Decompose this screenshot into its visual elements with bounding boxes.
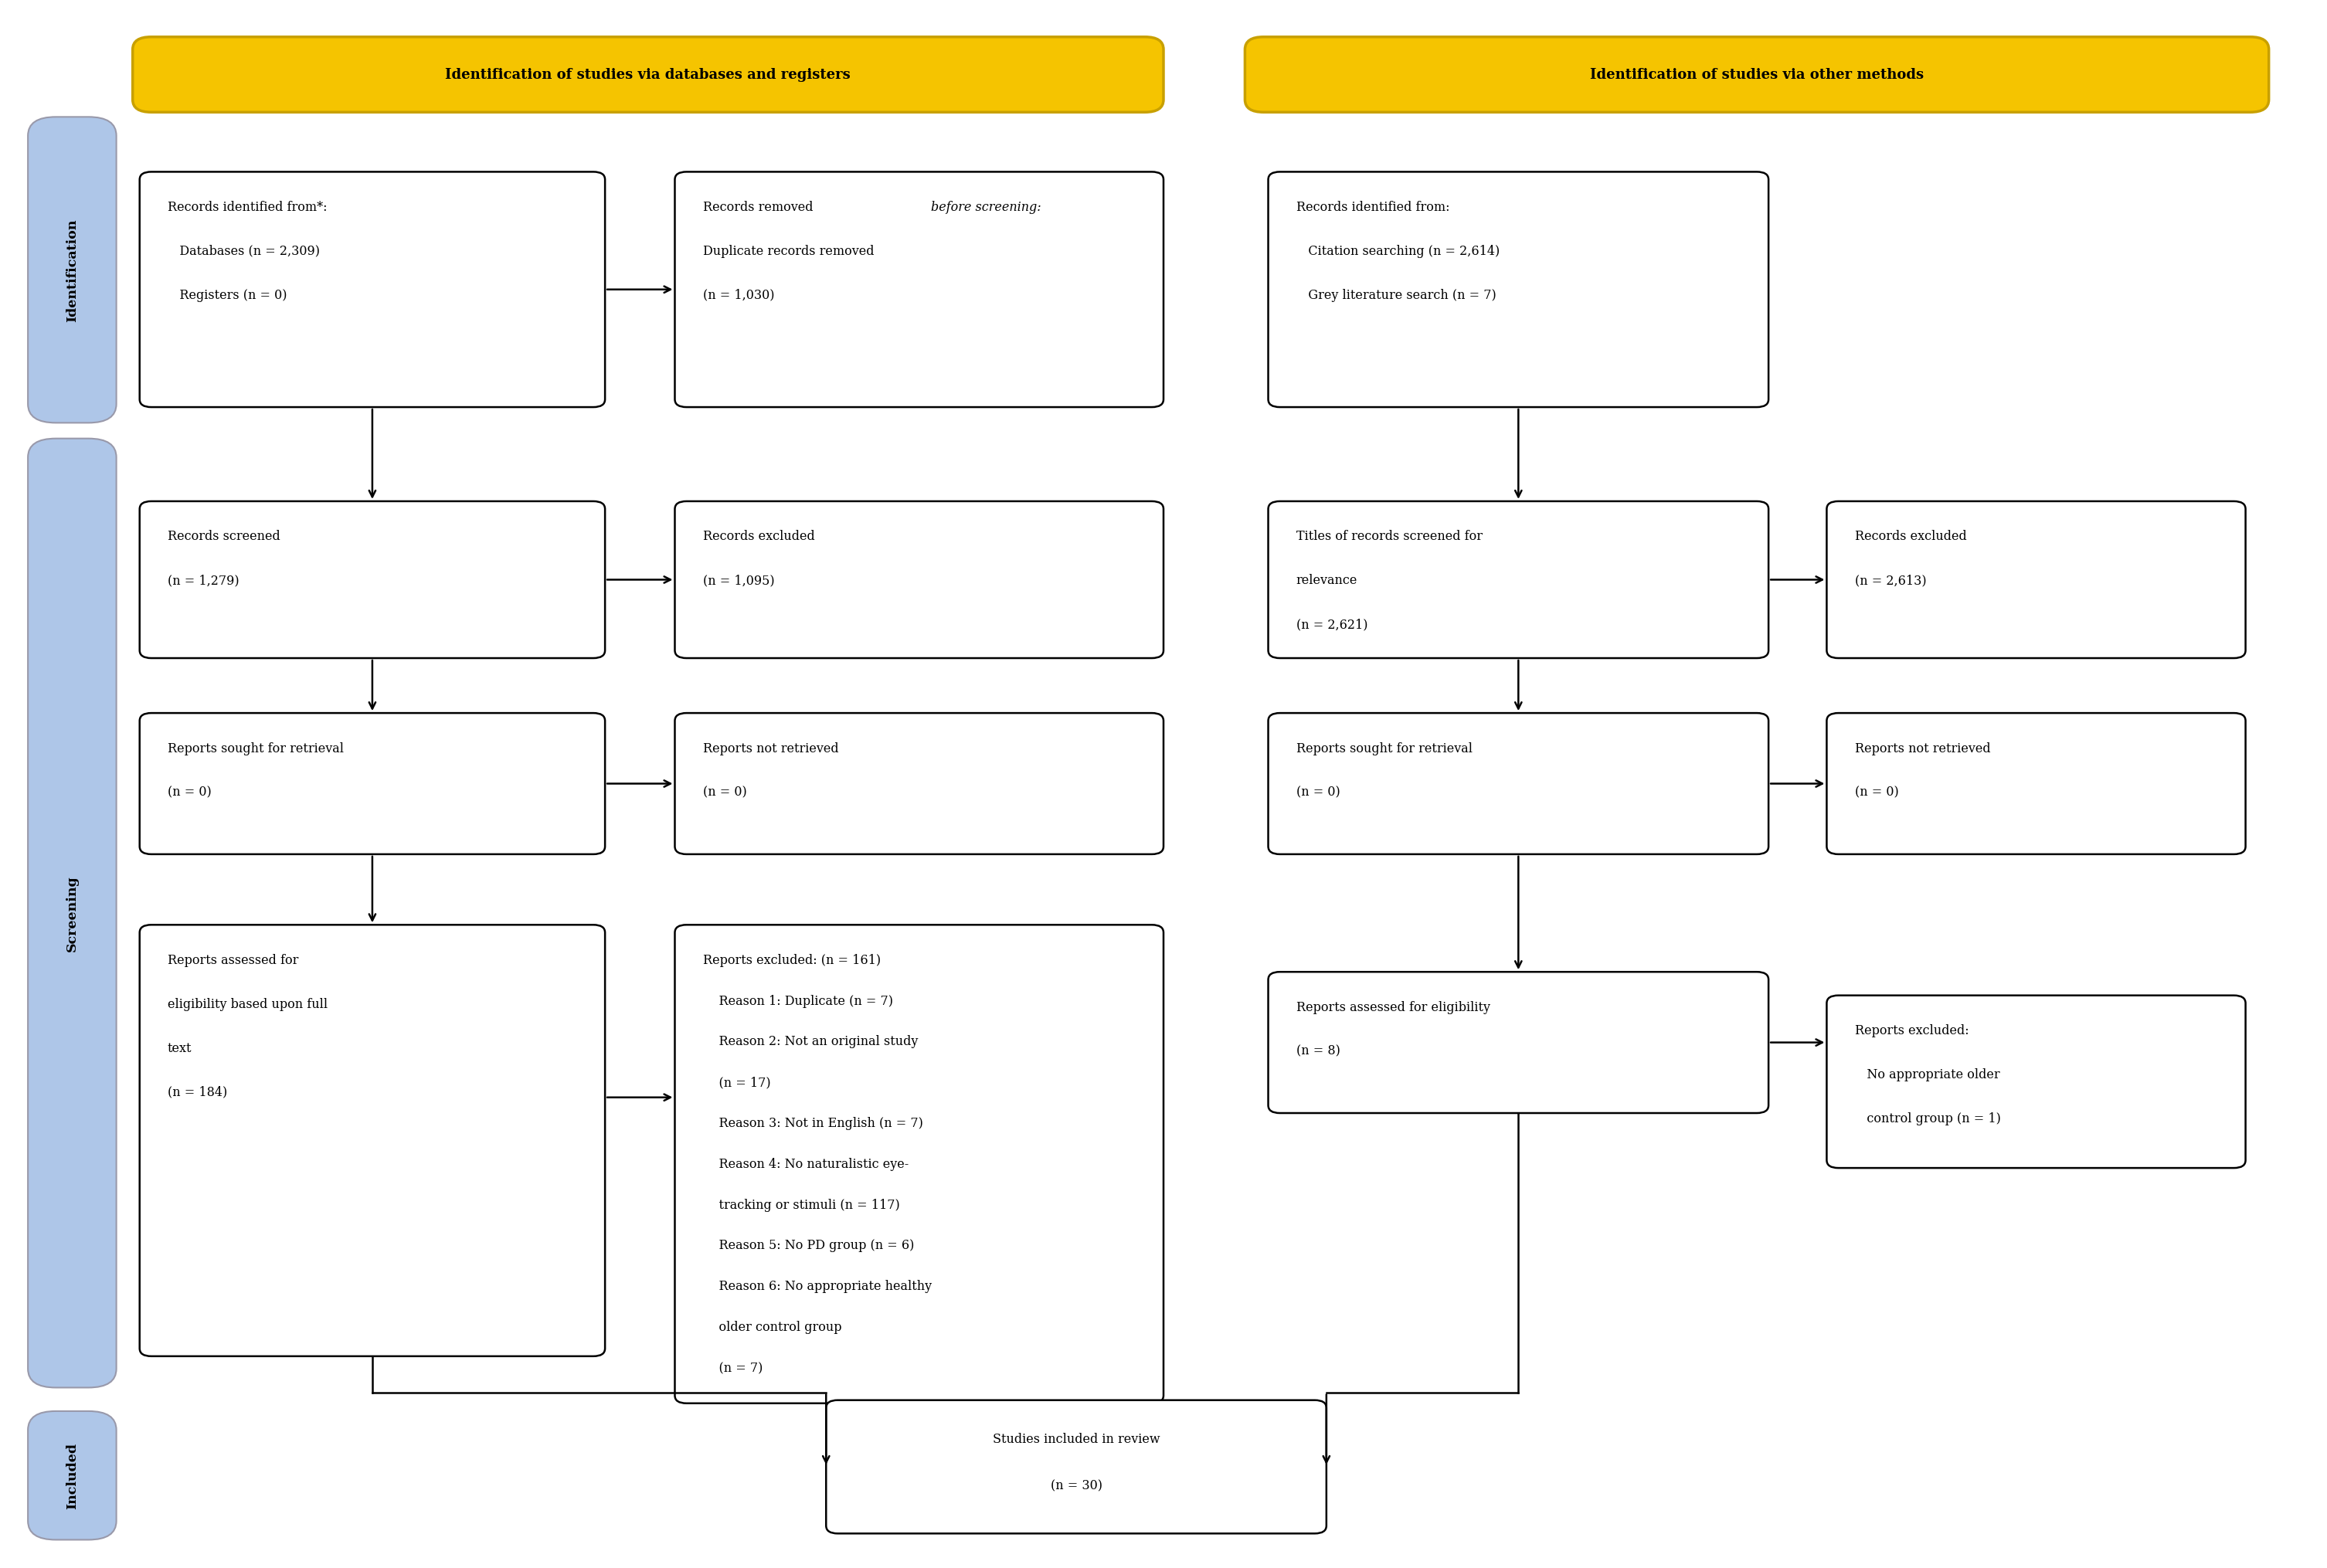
Text: Identification of studies via other methods: Identification of studies via other meth… [1589, 69, 1924, 82]
FancyBboxPatch shape [140, 502, 605, 659]
FancyBboxPatch shape [140, 925, 605, 1356]
Text: Registers (n = 0): Registers (n = 0) [168, 289, 286, 301]
Text: before screening:: before screening: [931, 201, 1040, 213]
Text: text: text [168, 1041, 191, 1054]
Text: Reports excluded: (n = 161): Reports excluded: (n = 161) [703, 953, 880, 966]
Text: Reports sought for retrieval: Reports sought for retrieval [168, 742, 344, 754]
Text: (n = 30): (n = 30) [1049, 1479, 1103, 1493]
FancyBboxPatch shape [28, 118, 116, 423]
FancyBboxPatch shape [1268, 502, 1769, 659]
FancyBboxPatch shape [675, 713, 1164, 855]
Text: Included: Included [65, 1443, 79, 1508]
FancyBboxPatch shape [675, 172, 1164, 408]
Text: (n = 184): (n = 184) [168, 1085, 228, 1098]
FancyBboxPatch shape [675, 502, 1164, 659]
FancyBboxPatch shape [675, 925, 1164, 1403]
Text: Reports assessed for eligibility: Reports assessed for eligibility [1296, 1000, 1489, 1013]
FancyBboxPatch shape [1268, 972, 1769, 1113]
Text: Databases (n = 2,309): Databases (n = 2,309) [168, 245, 319, 257]
Text: (n = 0): (n = 0) [1296, 786, 1340, 798]
Text: Reason 5: No PD group (n = 6): Reason 5: No PD group (n = 6) [703, 1239, 915, 1251]
Text: eligibility based upon full: eligibility based upon full [168, 997, 328, 1010]
Text: Reports assessed for: Reports assessed for [168, 953, 298, 966]
Text: (n = 0): (n = 0) [1855, 786, 1899, 798]
Text: Records removed: Records removed [703, 201, 817, 213]
FancyBboxPatch shape [133, 38, 1164, 113]
FancyBboxPatch shape [1827, 502, 2246, 659]
Text: (n = 2,621): (n = 2,621) [1296, 618, 1368, 630]
FancyBboxPatch shape [826, 1400, 1326, 1534]
Text: (n = 8): (n = 8) [1296, 1044, 1340, 1057]
Text: (n = 2,613): (n = 2,613) [1855, 574, 1927, 586]
Text: Reason 2: Not an original study: Reason 2: Not an original study [703, 1035, 917, 1047]
Text: (n = 0): (n = 0) [703, 786, 747, 798]
Text: Reports excluded:: Reports excluded: [1855, 1024, 1969, 1036]
FancyBboxPatch shape [28, 439, 116, 1388]
Text: (n = 17): (n = 17) [703, 1076, 770, 1088]
Text: Records identified from:: Records identified from: [1296, 201, 1450, 213]
Text: Screening: Screening [65, 875, 79, 952]
Text: relevance: relevance [1296, 574, 1357, 586]
Text: Reports not retrieved: Reports not retrieved [1855, 742, 1990, 754]
Text: (n = 1,030): (n = 1,030) [703, 289, 775, 301]
Text: Duplicate records removed: Duplicate records removed [703, 245, 875, 257]
Text: Records excluded: Records excluded [703, 530, 814, 543]
FancyBboxPatch shape [140, 172, 605, 408]
FancyBboxPatch shape [28, 1411, 116, 1540]
Text: older control group: older control group [703, 1320, 842, 1333]
Text: Grey literature search (n = 7): Grey literature search (n = 7) [1296, 289, 1496, 301]
Text: Citation searching (n = 2,614): Citation searching (n = 2,614) [1296, 245, 1499, 257]
FancyBboxPatch shape [1268, 172, 1769, 408]
Text: Titles of records screened for: Titles of records screened for [1296, 530, 1482, 543]
Text: (n = 7): (n = 7) [703, 1361, 763, 1374]
Text: Identification: Identification [65, 220, 79, 321]
Text: (n = 1,279): (n = 1,279) [168, 574, 240, 586]
Text: Identification of studies via databases and registers: Identification of studies via databases … [444, 69, 852, 82]
Text: Reports not retrieved: Reports not retrieved [703, 742, 838, 754]
FancyBboxPatch shape [140, 713, 605, 855]
Text: Reason 6: No appropriate healthy: Reason 6: No appropriate healthy [703, 1279, 931, 1292]
FancyBboxPatch shape [1245, 38, 2269, 113]
Text: (n = 0): (n = 0) [168, 786, 212, 798]
Text: Reports sought for retrieval: Reports sought for retrieval [1296, 742, 1473, 754]
FancyBboxPatch shape [1268, 713, 1769, 855]
Text: Records excluded: Records excluded [1855, 530, 1966, 543]
Text: (n = 1,095): (n = 1,095) [703, 574, 775, 586]
Text: Records identified from*:: Records identified from*: [168, 201, 328, 213]
FancyBboxPatch shape [1827, 713, 2246, 855]
Text: Reason 3: Not in English (n = 7): Reason 3: Not in English (n = 7) [703, 1116, 924, 1129]
Text: Reason 1: Duplicate (n = 7): Reason 1: Duplicate (n = 7) [703, 994, 894, 1007]
FancyBboxPatch shape [1827, 996, 2246, 1168]
Text: tracking or stimuli (n = 117): tracking or stimuli (n = 117) [703, 1198, 901, 1210]
Text: Studies included in review: Studies included in review [994, 1432, 1159, 1446]
Text: No appropriate older: No appropriate older [1855, 1068, 1999, 1080]
Text: control group (n = 1): control group (n = 1) [1855, 1112, 2001, 1124]
Text: Reason 4: No naturalistic eye-: Reason 4: No naturalistic eye- [703, 1157, 908, 1170]
Text: Records screened: Records screened [168, 530, 279, 543]
